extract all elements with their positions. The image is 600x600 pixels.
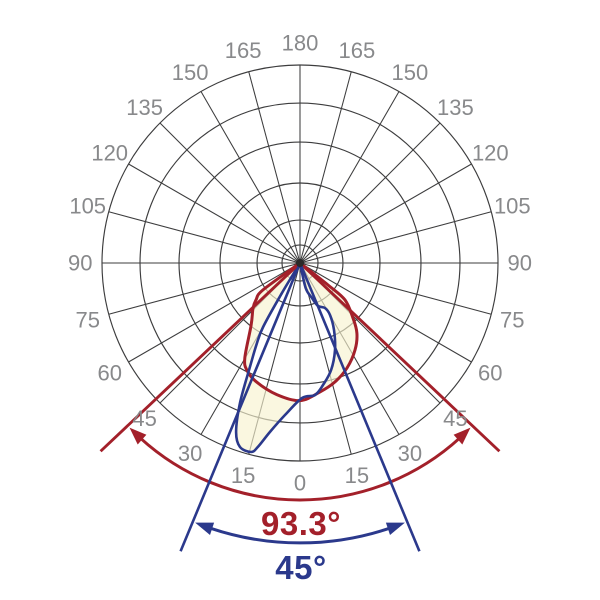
angle-label-0: 0	[294, 470, 306, 495]
beam-angle-narrow-arrowhead-right	[385, 522, 405, 535]
grid-spoke-195	[248, 71, 301, 264]
angle-label-105-right: 105	[494, 194, 531, 219]
angle-label-120-right: 120	[472, 141, 509, 166]
angle-label-60-left: 60	[97, 360, 121, 385]
angle-label-15-left: 15	[231, 463, 255, 488]
angle-label-15-right: 15	[345, 463, 369, 488]
beam-angle-value-blue: 45°	[275, 549, 327, 586]
angle-label-165-left: 165	[225, 38, 262, 63]
angle-label-165-right: 165	[339, 38, 376, 63]
beam-angle-wide-line-right	[299, 261, 501, 453]
angle-label-30-left: 30	[178, 441, 202, 466]
angle-label-180: 180	[282, 31, 319, 56]
beam-angle-narrow-line-right	[298, 262, 421, 552]
grid-spoke-225	[159, 122, 301, 264]
grid-spoke-285	[108, 262, 301, 315]
angle-label-120-left: 120	[91, 141, 128, 166]
grid-spoke-240	[128, 163, 301, 264]
angle-label-135-right: 135	[437, 95, 474, 120]
grid-spoke-165	[299, 71, 352, 264]
beam-angle-narrow-line-left	[179, 262, 302, 552]
grid-spoke-255	[108, 211, 301, 264]
angle-label-45-right: 45	[443, 406, 467, 431]
grid-spoke-105	[299, 211, 492, 264]
grid-spoke-150	[299, 91, 400, 264]
beam-lobes-fill	[236, 263, 358, 452]
angle-label-150-right: 150	[392, 60, 429, 85]
angle-label-90-left: 90	[68, 251, 92, 276]
beam-angle-narrow-arrowhead-left	[195, 522, 215, 535]
grid-spoke-60	[299, 262, 472, 363]
beam-angle-wide-arrowhead-right	[453, 427, 471, 445]
polar-center-dot	[296, 259, 304, 267]
beam-angle-wide-arrowhead-left	[129, 427, 147, 445]
angle-label-90-right: 90	[508, 251, 532, 276]
narrow-beam-lobe-curve	[234, 261, 337, 454]
angle-label-45-left: 45	[132, 406, 156, 431]
angle-label-75-right: 75	[500, 307, 524, 332]
grid-spoke-75	[299, 262, 492, 315]
beam-angle-wide-arc	[138, 436, 462, 502]
angle-label-105-left: 105	[69, 194, 106, 219]
grid-spoke-120	[299, 163, 472, 264]
angle-label-60-right: 60	[478, 360, 502, 385]
grid-spoke-300	[128, 262, 301, 363]
grid-spoke-135	[299, 122, 441, 264]
beam-angle-wide-line-left	[99, 261, 301, 453]
angle-label-30-right: 30	[398, 441, 422, 466]
beam-angle-narrow-arc	[210, 526, 390, 545]
angle-label-150-left: 150	[172, 60, 209, 85]
angle-label-75-left: 75	[75, 307, 99, 332]
grid-spoke-210	[200, 91, 301, 264]
angle-label-135-left: 135	[126, 95, 163, 120]
beam-angle-value-red: 93.3°	[261, 505, 341, 542]
